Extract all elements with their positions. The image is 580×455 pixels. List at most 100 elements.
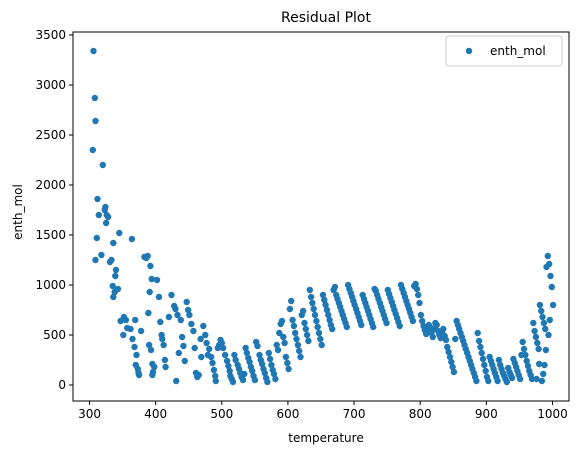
data-point: [536, 360, 543, 368]
data-point: [157, 318, 164, 326]
data-point: [323, 306, 331, 314]
data-point: [546, 260, 553, 268]
data-point: [102, 203, 109, 211]
legend-marker: [465, 47, 473, 55]
data-point: [223, 357, 231, 365]
y-tick-label: 500: [43, 328, 66, 342]
y-tick-label: 2000: [35, 178, 66, 192]
data-point: [168, 291, 175, 299]
data-point: [541, 361, 548, 369]
data-point: [203, 339, 210, 347]
data-point: [544, 252, 551, 260]
data-point: [528, 375, 536, 383]
data-point: [508, 374, 516, 382]
data-point: [516, 375, 524, 383]
data-point: [417, 311, 425, 319]
data-point: [412, 280, 419, 288]
data-point: [535, 345, 542, 353]
data-point: [523, 357, 530, 365]
data-point: [132, 316, 139, 324]
data-point: [293, 335, 300, 343]
data-point: [522, 351, 529, 359]
x-tick-label: 800: [409, 407, 432, 421]
data-point: [243, 349, 251, 357]
data-point: [137, 327, 145, 335]
data-point: [265, 349, 272, 357]
data-point: [274, 346, 282, 354]
data-point: [546, 316, 553, 324]
data-point: [442, 336, 450, 344]
data-point: [209, 359, 216, 367]
data-point: [433, 321, 440, 329]
data-point: [155, 293, 163, 301]
data-point: [180, 342, 187, 350]
data-point: [321, 296, 328, 304]
y-axis-label: enth_mol: [11, 184, 25, 240]
data-point: [310, 305, 317, 313]
data-point: [542, 325, 549, 333]
data-point: [210, 366, 218, 374]
data-point: [89, 146, 97, 154]
data-point: [415, 291, 422, 299]
data-point: [221, 351, 229, 359]
data-point: [93, 234, 101, 242]
data-point: [239, 376, 247, 384]
data-point: [94, 195, 101, 203]
data-point: [229, 378, 237, 386]
data-point: [542, 346, 550, 354]
data-point: [144, 252, 151, 260]
data-point: [452, 335, 459, 343]
data-point: [477, 343, 484, 351]
data-point: [145, 341, 153, 349]
data-point: [534, 339, 541, 347]
data-point: [173, 377, 180, 385]
x-tick-label: 500: [210, 407, 233, 421]
data-point: [225, 362, 232, 370]
data-point: [116, 229, 123, 237]
data-point: [91, 94, 99, 102]
data-point: [161, 356, 169, 364]
x-tick-label: 700: [343, 407, 366, 421]
data-point: [494, 377, 501, 385]
data-point: [147, 346, 155, 354]
y-tick-label: 3500: [35, 28, 66, 42]
data-point: [532, 333, 540, 341]
data-point: [202, 331, 209, 339]
data-point: [251, 376, 259, 384]
data-point: [440, 325, 447, 333]
data-point: [531, 327, 538, 335]
x-tick-label: 600: [276, 407, 299, 421]
data-point: [149, 371, 156, 379]
data-point: [186, 311, 193, 319]
data-point: [530, 319, 537, 327]
data-point: [306, 286, 313, 294]
data-point: [133, 351, 140, 359]
data-point: [226, 367, 233, 375]
data-point: [297, 353, 304, 361]
data-point: [303, 331, 311, 339]
x-tick-label: 1000: [537, 407, 568, 421]
data-point: [178, 333, 186, 341]
data-point: [190, 327, 197, 335]
data-point: [299, 307, 307, 315]
data-point: [172, 305, 179, 313]
data-point: [272, 375, 279, 383]
data-point: [429, 333, 436, 341]
data-point: [301, 319, 308, 327]
data-point: [128, 235, 136, 243]
data-point: [112, 272, 119, 280]
data-point: [109, 282, 116, 290]
legend-box: [445, 35, 563, 67]
data-point: [99, 161, 107, 169]
data-point: [475, 337, 483, 345]
x-tick-label: 300: [78, 407, 101, 421]
data-point: [549, 301, 557, 309]
data-point: [135, 371, 143, 379]
data-point: [485, 377, 492, 385]
data-point: [538, 377, 546, 385]
data-point: [325, 311, 332, 319]
data-point: [290, 322, 298, 330]
data-point: [519, 338, 526, 346]
data-point: [450, 368, 458, 376]
